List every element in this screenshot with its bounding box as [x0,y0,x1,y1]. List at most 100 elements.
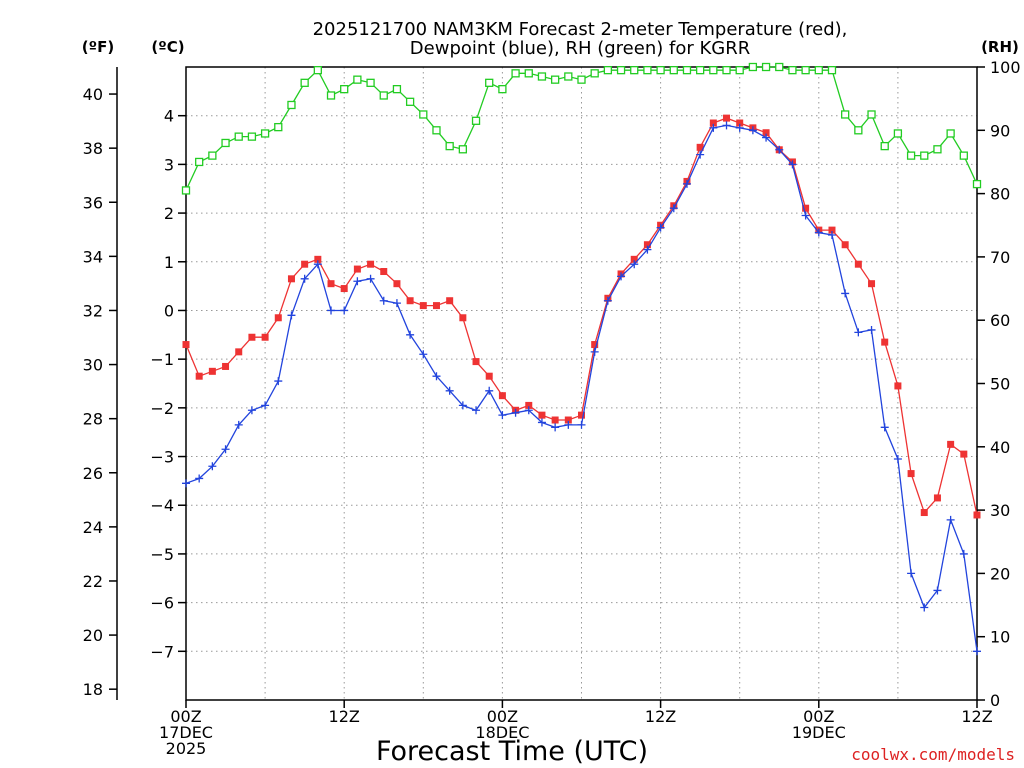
temperature-point [578,411,585,419]
temperature-point [419,302,427,310]
rh-point [735,66,744,75]
temperature-point [472,358,480,366]
dewpoint-point [973,647,981,656]
rh-point [920,151,929,160]
rh-point [827,66,837,75]
dewpoint-point [682,179,691,188]
rh-point [709,66,718,75]
dewpoint-point [603,296,612,305]
dewpoint-point [247,406,256,415]
temperature-point [696,143,704,151]
temperature-point [446,297,454,305]
temperature-point [485,372,493,380]
temperature-point [274,314,282,322]
dewpoint-point [748,126,757,135]
temperature-point [868,280,876,288]
dewpoint-point [959,549,968,558]
celsius-unit-label: (ºC) [151,38,184,56]
rh-point [181,186,191,195]
dewpoint-point [709,123,718,132]
temperature-point [525,401,533,409]
rh-point [682,66,692,75]
rh-point [946,129,955,138]
x-tick-label: 00Z [803,707,834,726]
temperature-point [261,333,269,341]
rh-point [208,151,217,160]
temperature-point [828,226,836,234]
celsius-tick-label: 4 [164,107,174,126]
dewpoint-point [472,406,481,415]
temperature-point [564,416,572,424]
dewpoint-point [841,289,850,298]
rh-point [432,126,441,135]
chart-title-line2: Dewpoint (blue), RH (green) for KGRR [410,38,750,59]
rh-point [195,157,204,167]
rh-tick-label: 40 [990,438,1010,457]
celsius-axis: 4 3 2 1 0 −1 −2 −3 −4 −5 −6 −7 [150,107,186,661]
temperature-point [894,382,902,390]
rh-point [445,141,454,151]
rh-point [867,110,876,119]
dewpoint-point [392,299,401,308]
rh-point [669,66,678,75]
gridlines [186,67,977,700]
fahrenheit-tick-label: 18 [83,680,103,699]
celsius-tick-label: −7 [150,642,174,661]
temperature-point [459,314,467,322]
series-dewpoint [182,121,981,656]
rh-point [366,78,375,87]
chart-title-line1: 2025121700 NAM3KM Forecast 2-meter Tempe… [313,19,848,40]
dewpoint-point [287,311,296,320]
dewpoint-point [406,330,415,339]
dewpoint-point [353,277,362,286]
dewpoint-point [537,418,546,427]
dewpoint-point [920,603,929,612]
dewpoint-point [762,133,771,142]
x-tick-label: 17DEC [159,723,213,742]
fahrenheit-axis: 40 38 36 34 32 30 28 26 24 22 20 18 [83,85,117,699]
temperature-point [222,362,230,370]
dewpoint-point [669,204,678,213]
fahrenheit-tick-label: 38 [83,139,103,158]
dewpoint-point [801,211,810,220]
rh-point [788,66,797,75]
rh-point [801,66,810,75]
rh-unit-label: (RH) [981,38,1019,56]
x-tick-label: 00Z [487,707,518,726]
celsius-tick-label: 3 [164,155,174,174]
rh-point [761,62,771,72]
temperature-point [736,119,744,127]
dewpoint-point [893,454,902,463]
temperature-point [195,372,203,380]
rh-point [933,145,942,154]
rh-tick-label: 80 [990,185,1010,204]
temperature-point [591,341,599,349]
rh-point [471,116,481,125]
temperature-point [551,416,559,424]
temperature-point [643,241,651,249]
dewpoint-point [775,145,784,154]
temperature-point [762,129,770,137]
temperature-point [301,260,309,268]
rh-point [656,66,665,75]
temperature-point [538,411,546,419]
dewpoint-point [946,515,955,524]
temperature-point [709,119,717,127]
fahrenheit-tick-label: 40 [83,85,103,104]
temperature-point [367,260,375,268]
temperature-point [406,297,414,305]
dewpoint-point [261,401,270,410]
credit-label: coolwx.com/models [851,745,1015,764]
rh-point [814,66,823,75]
rh-tick-label: 70 [990,248,1010,267]
temperature-point [248,333,256,341]
temperature-point [841,241,849,249]
celsius-tick-label: 0 [164,301,174,320]
celsius-tick-label: −1 [150,350,174,369]
celsius-tick-label: −5 [150,545,174,564]
dewpoint-point [511,408,520,417]
dewpoint-point [656,223,665,232]
rh-point [630,66,639,75]
rh-point [906,151,916,160]
